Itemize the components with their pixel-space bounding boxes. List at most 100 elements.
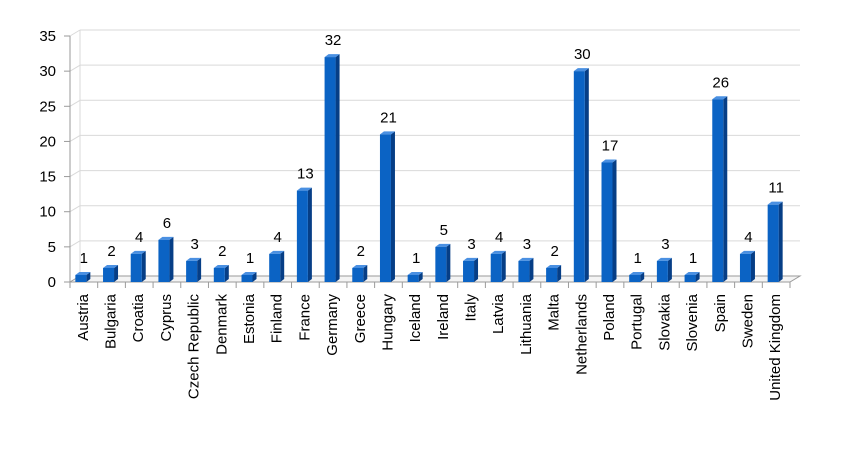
bar: [629, 271, 645, 282]
bar-front: [103, 267, 115, 282]
gridline-side: [69, 170, 81, 178]
data-label: 11: [768, 180, 784, 197]
bar-top: [656, 257, 672, 261]
bar: [186, 257, 202, 282]
bar-top: [352, 264, 368, 268]
x-category-label: Greece: [352, 294, 369, 343]
x-axis-categories: Austria Bulgaria Croatia Cyprus Czech Republ…: [75, 293, 784, 400]
bar-side: [584, 68, 589, 283]
data-label: 1: [80, 250, 88, 267]
x-category-label: Bulgaria: [103, 293, 120, 349]
bar: [712, 96, 728, 282]
data-label: 30: [574, 46, 591, 63]
bar-top: [130, 250, 146, 254]
x-category-label: Czech Republic: [186, 294, 203, 400]
bar-side: [280, 250, 285, 282]
x-category-label: Estonia: [241, 293, 258, 344]
x-category-label: France: [296, 294, 313, 341]
data-label: 26: [712, 74, 729, 91]
y-tick-label: 0: [48, 274, 56, 291]
gridline-side: [69, 240, 81, 248]
bar-front: [379, 134, 391, 282]
bar-front: [296, 190, 308, 282]
data-label: 2: [550, 243, 558, 260]
bar-top: [103, 264, 119, 268]
bar-top: [435, 243, 451, 247]
bar-side: [169, 236, 174, 282]
bar: [601, 159, 617, 282]
gridline-side: [69, 64, 81, 72]
bar-top: [324, 54, 340, 58]
bar-top: [379, 131, 395, 135]
bar: [684, 271, 700, 282]
bar-front: [518, 260, 530, 282]
y-tick-label: 15: [39, 169, 56, 186]
bar-top: [546, 264, 562, 268]
bar: [435, 243, 451, 282]
bar-front: [269, 253, 281, 282]
x-category-label: Ireland: [435, 294, 452, 340]
x-category-label: Malta: [546, 293, 563, 330]
bar-top: [712, 96, 728, 100]
bar: [130, 250, 146, 282]
bar-top: [186, 257, 202, 261]
data-label: 1: [689, 250, 697, 267]
data-label: 1: [412, 250, 420, 267]
data-label: 3: [661, 236, 669, 253]
bar-top: [269, 250, 285, 254]
bar-front: [407, 274, 419, 282]
bar-front: [324, 57, 336, 283]
bar-front: [656, 260, 668, 282]
bar-top: [629, 271, 645, 275]
data-label: 4: [495, 229, 503, 246]
data-label: 4: [135, 229, 143, 246]
bar-front: [130, 253, 142, 282]
bar: [352, 264, 368, 282]
bar-top: [601, 159, 617, 163]
bar-side: [86, 271, 91, 282]
bar-top: [158, 236, 174, 240]
bar: [739, 250, 755, 282]
y-axis-ticks: 0 5 10 15 20 25 30 35: [39, 28, 70, 291]
data-label: 3: [190, 236, 198, 253]
bar: [158, 236, 174, 282]
bar-side: [501, 250, 506, 282]
bar: [407, 271, 423, 282]
bar-front: [463, 260, 475, 282]
bar-front: [629, 274, 641, 282]
bar: [324, 54, 340, 283]
bar-front: [213, 267, 225, 282]
bar-front: [684, 274, 696, 282]
bar-top: [739, 250, 755, 254]
bar-front: [352, 267, 364, 282]
bar-side: [446, 243, 451, 282]
x-category-label: Latvia: [490, 293, 507, 334]
x-category-label: Netherlands: [573, 294, 590, 375]
bar-side: [307, 187, 312, 282]
x-category-label: Finland: [269, 294, 286, 343]
bar-front: [767, 204, 779, 282]
y-tick-label: 20: [39, 133, 56, 150]
bar-top: [213, 264, 229, 268]
bar-side: [141, 250, 146, 282]
data-label: 5: [440, 222, 448, 239]
x-category-label: Spain: [712, 294, 729, 332]
bar-side: [723, 96, 728, 282]
bar-front: [158, 239, 170, 282]
y-tick-label: 25: [39, 98, 56, 115]
bar-top: [573, 68, 589, 72]
bar-side: [363, 264, 368, 282]
data-label: 4: [274, 229, 282, 246]
bar-top: [684, 271, 700, 275]
x-category-label: Lithuania: [518, 293, 535, 355]
x-category-label: Croatia: [130, 293, 147, 342]
bar: [463, 257, 479, 282]
bar-side: [612, 159, 617, 282]
bar-side: [474, 257, 479, 282]
data-label: 3: [523, 236, 531, 253]
data-label: 17: [602, 138, 619, 155]
data-label: 1: [246, 250, 254, 267]
bar: [490, 250, 506, 282]
bar-side: [557, 264, 562, 282]
